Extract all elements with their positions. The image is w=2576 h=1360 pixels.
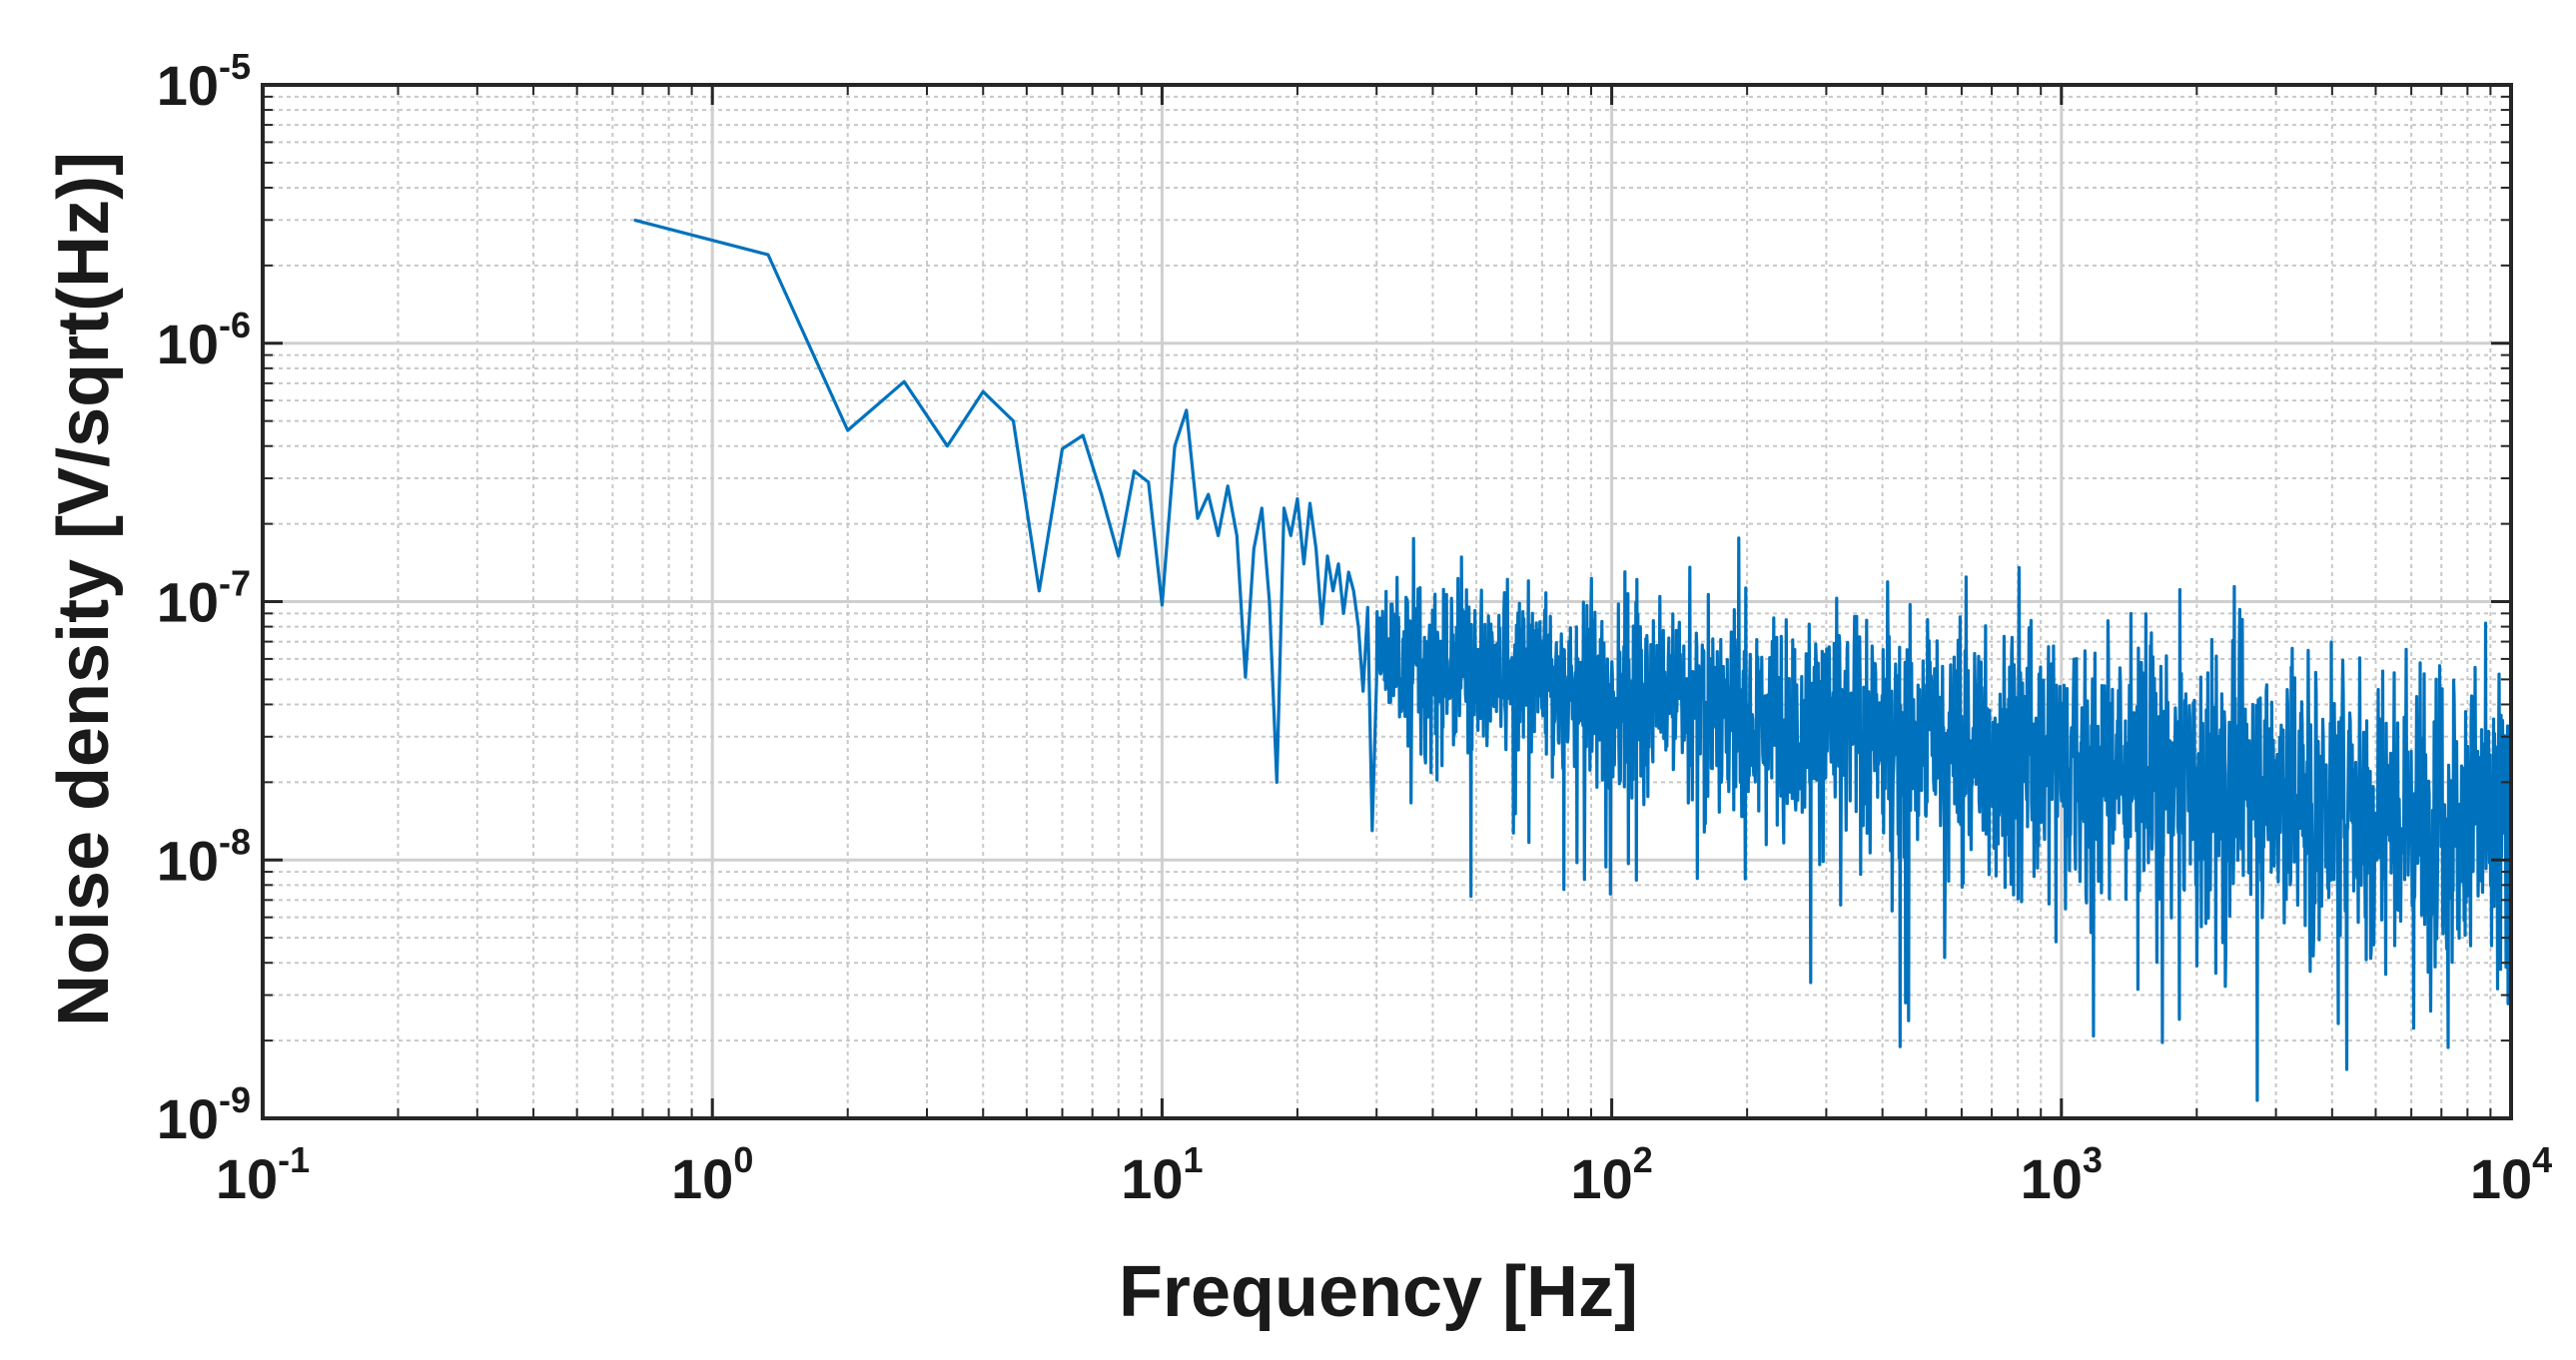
x-tick-labels: 10-1 100 101 102 103 104 — [216, 1139, 2552, 1210]
x-tick-label-exponent: -1 — [278, 1139, 310, 1180]
y-tick-label: 10-8 — [157, 821, 251, 892]
y-tick-label-exponent: -8 — [219, 821, 251, 862]
x-tick-label-base: 10 — [2470, 1147, 2532, 1210]
x-tick-label-base: 10 — [1121, 1147, 1183, 1210]
y-tick-labels: 10-910-810-710-610-5 — [157, 46, 251, 1150]
series-layer — [633, 218, 2511, 1102]
tick-marks — [261, 83, 2513, 1120]
x-axis-label: Frequency [Hz] — [1119, 1252, 1638, 1332]
x-tick-label-exponent: 3 — [2083, 1139, 2103, 1180]
y-tick-label: 10-5 — [157, 46, 251, 117]
x-tick-label-base: 10 — [2021, 1147, 2083, 1210]
x-tick-label-exponent: 0 — [733, 1139, 753, 1180]
x-tick-label-exponent: 4 — [2532, 1139, 2552, 1180]
y-tick-label-exponent: -6 — [219, 305, 251, 345]
x-tick-label-base: 10 — [1570, 1147, 1632, 1210]
x-tick-label: 101 — [1121, 1139, 1203, 1210]
y-tick-label-base: 10 — [157, 313, 219, 375]
y-tick-label: 10-7 — [157, 563, 251, 634]
x-tick-label: 103 — [2021, 1139, 2103, 1210]
y-tick-label: 10-9 — [157, 1079, 251, 1150]
x-tick-label-exponent: 1 — [1184, 1139, 1204, 1180]
series-line-noise-density — [633, 218, 2511, 1102]
x-tick-label: 102 — [1570, 1139, 1652, 1210]
x-tick-label: 104 — [2470, 1139, 2552, 1210]
y-tick-label: 10-6 — [157, 305, 251, 375]
y-tick-label-exponent: -9 — [219, 1079, 251, 1120]
y-tick-label-base: 10 — [157, 54, 219, 117]
y-tick-label-base: 10 — [157, 829, 219, 892]
x-tick-label-base: 10 — [671, 1147, 733, 1210]
y-tick-label-base: 10 — [157, 1087, 219, 1150]
x-tick-label: 100 — [671, 1139, 753, 1210]
y-axis-label: Noise density [V/sqrt(Hz)] — [44, 152, 124, 1026]
y-tick-label-exponent: -5 — [219, 46, 251, 87]
x-tick-label: 10-1 — [216, 1139, 310, 1210]
x-tick-label-base: 10 — [216, 1147, 278, 1210]
y-tick-label-exponent: -7 — [219, 563, 251, 604]
y-tick-label-base: 10 — [157, 571, 219, 634]
x-tick-label-exponent: 2 — [1633, 1139, 1653, 1180]
